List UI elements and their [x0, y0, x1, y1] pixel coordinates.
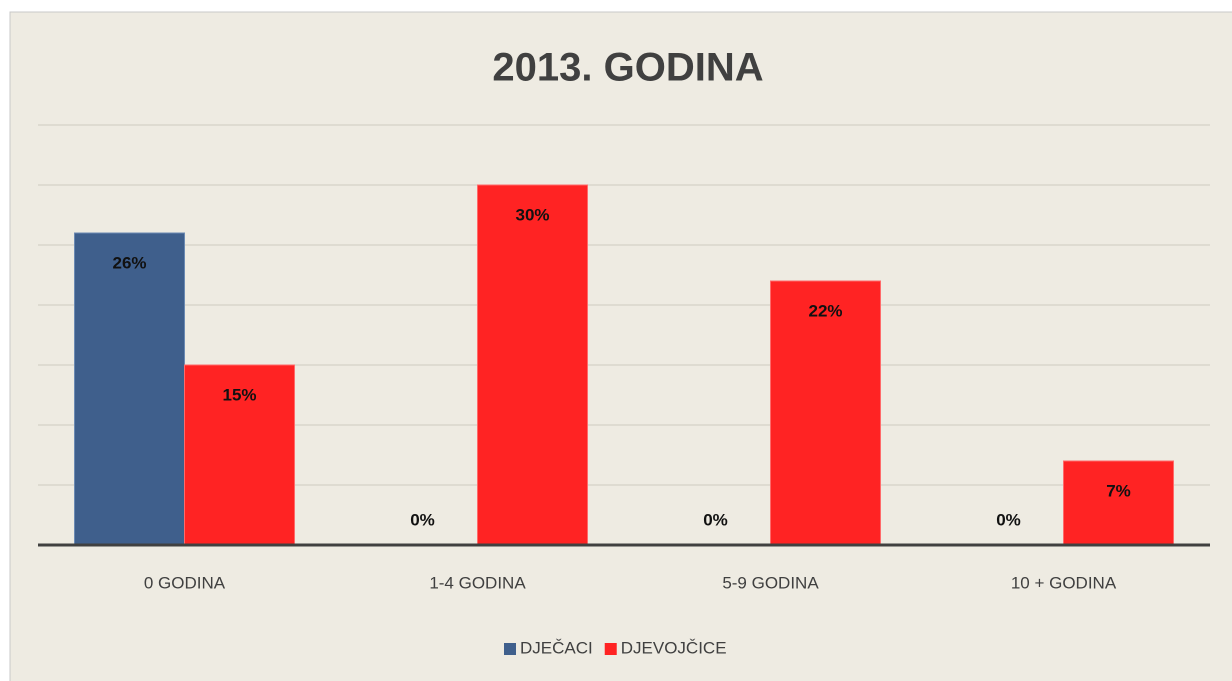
x-tick-label: 10 + GODINA: [1011, 573, 1117, 592]
bar: [1063, 460, 1174, 546]
bar: [477, 184, 588, 546]
bar: [184, 364, 295, 546]
bar: [74, 232, 185, 546]
data-label: 0%: [703, 510, 728, 529]
x-tick-label: 5-9 GODINA: [722, 573, 819, 592]
data-label: 22%: [808, 301, 842, 320]
legend-label: DJEČACI: [520, 638, 593, 657]
chart-background: [9, 11, 1232, 681]
data-label: 0%: [996, 510, 1021, 529]
data-label: 26%: [112, 253, 146, 272]
legend-label: DJEVOJČICE: [621, 638, 727, 657]
x-tick-label: 0 GODINA: [144, 573, 226, 592]
legend-swatch: [604, 643, 617, 655]
chart-title: 2013. GODINA: [492, 46, 763, 90]
data-label: 7%: [1106, 481, 1131, 500]
legend-swatch: [504, 643, 516, 655]
x-tick-label: 1-4 GODINA: [429, 573, 526, 592]
data-label: 30%: [515, 205, 549, 224]
data-label: 0%: [410, 510, 435, 529]
data-label: 15%: [222, 385, 256, 404]
bar: [770, 280, 881, 546]
